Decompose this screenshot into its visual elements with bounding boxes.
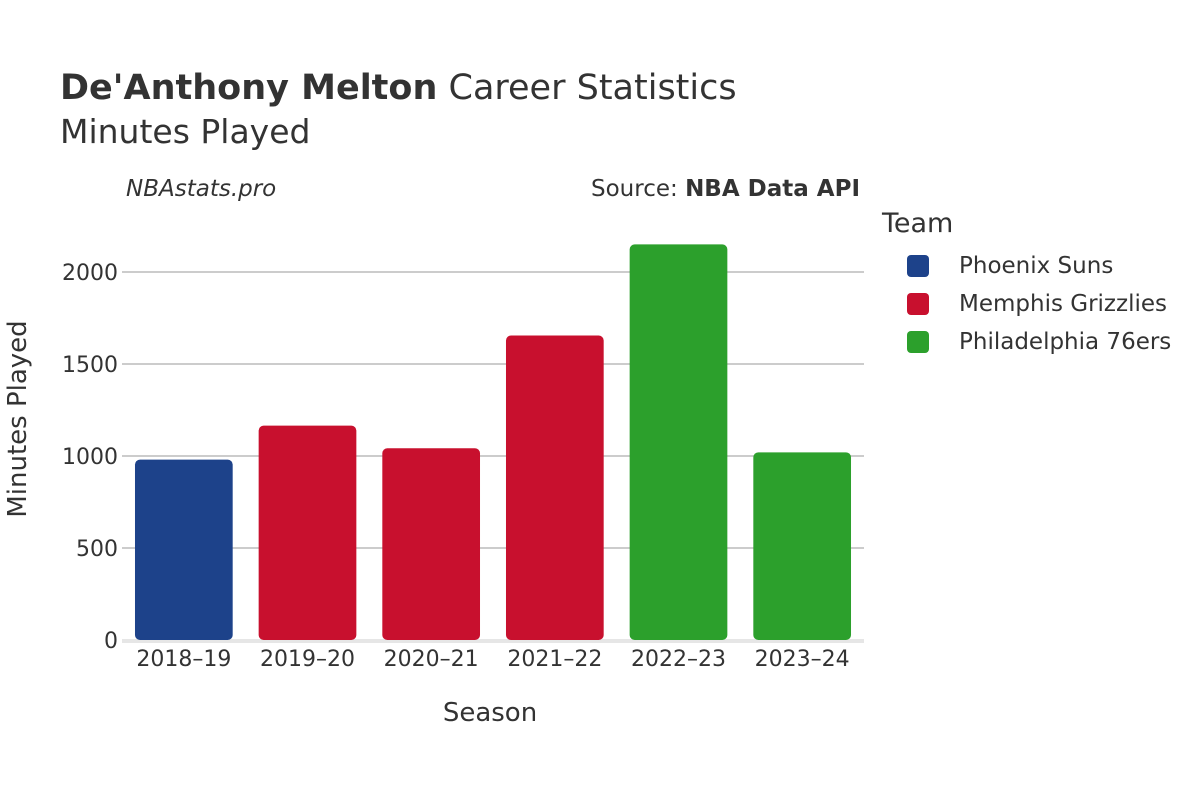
chart-subtitle: Minutes Played <box>60 112 311 151</box>
title-suffix: Career Statistics <box>437 68 737 108</box>
bar <box>753 452 852 640</box>
x-tick-label: 2019–20 <box>260 647 355 672</box>
legend-swatch <box>907 331 929 353</box>
bar <box>134 459 233 640</box>
y-tick-label: 1000 <box>62 445 118 470</box>
source-name: NBA Data API <box>685 176 860 202</box>
bar <box>382 448 481 640</box>
legend-item-phoenix-suns[interactable]: Phoenix Suns <box>907 247 1171 285</box>
watermark: NBAstats.pro <box>126 176 277 202</box>
legend-title: Team <box>882 208 954 239</box>
x-tick-label: 2021–22 <box>507 647 602 672</box>
legend-item-memphis-grizzlies[interactable]: Memphis Grizzlies <box>907 285 1171 323</box>
legend-swatch <box>907 255 929 277</box>
legend-item-philadelphia-76ers[interactable]: Philadelphia 76ers <box>907 323 1171 361</box>
y-axis-title: Minutes Played <box>3 320 33 517</box>
x-tick-label: 2018–19 <box>136 647 231 672</box>
x-tick-label: 2022–23 <box>631 647 726 672</box>
bar <box>629 244 728 640</box>
y-tick-label: 2000 <box>62 261 118 286</box>
legend-label: Philadelphia 76ers <box>959 329 1172 355</box>
source-credit: Source: NBA Data API <box>591 176 860 202</box>
y-tick-label: 500 <box>76 537 118 562</box>
x-tick-label: 2020–21 <box>384 647 479 672</box>
source-prefix: Source: <box>591 176 686 202</box>
y-tick-label: 0 <box>104 629 118 654</box>
bar <box>505 335 604 640</box>
legend-swatch <box>907 293 929 315</box>
legend-label: Phoenix Suns <box>959 253 1114 279</box>
bar <box>258 425 357 640</box>
player-name: De'Anthony Melton <box>60 68 438 108</box>
chart-title: De'Anthony Melton Career Statistics <box>60 66 737 110</box>
legend: Team Phoenix Suns Memphis Grizzlies Phil… <box>882 208 1171 361</box>
x-axis-title: Season <box>443 698 537 728</box>
y-tick-label: 1500 <box>62 353 118 378</box>
legend-label: Memphis Grizzlies <box>959 291 1167 317</box>
x-tick-label: 2023–24 <box>755 647 850 672</box>
